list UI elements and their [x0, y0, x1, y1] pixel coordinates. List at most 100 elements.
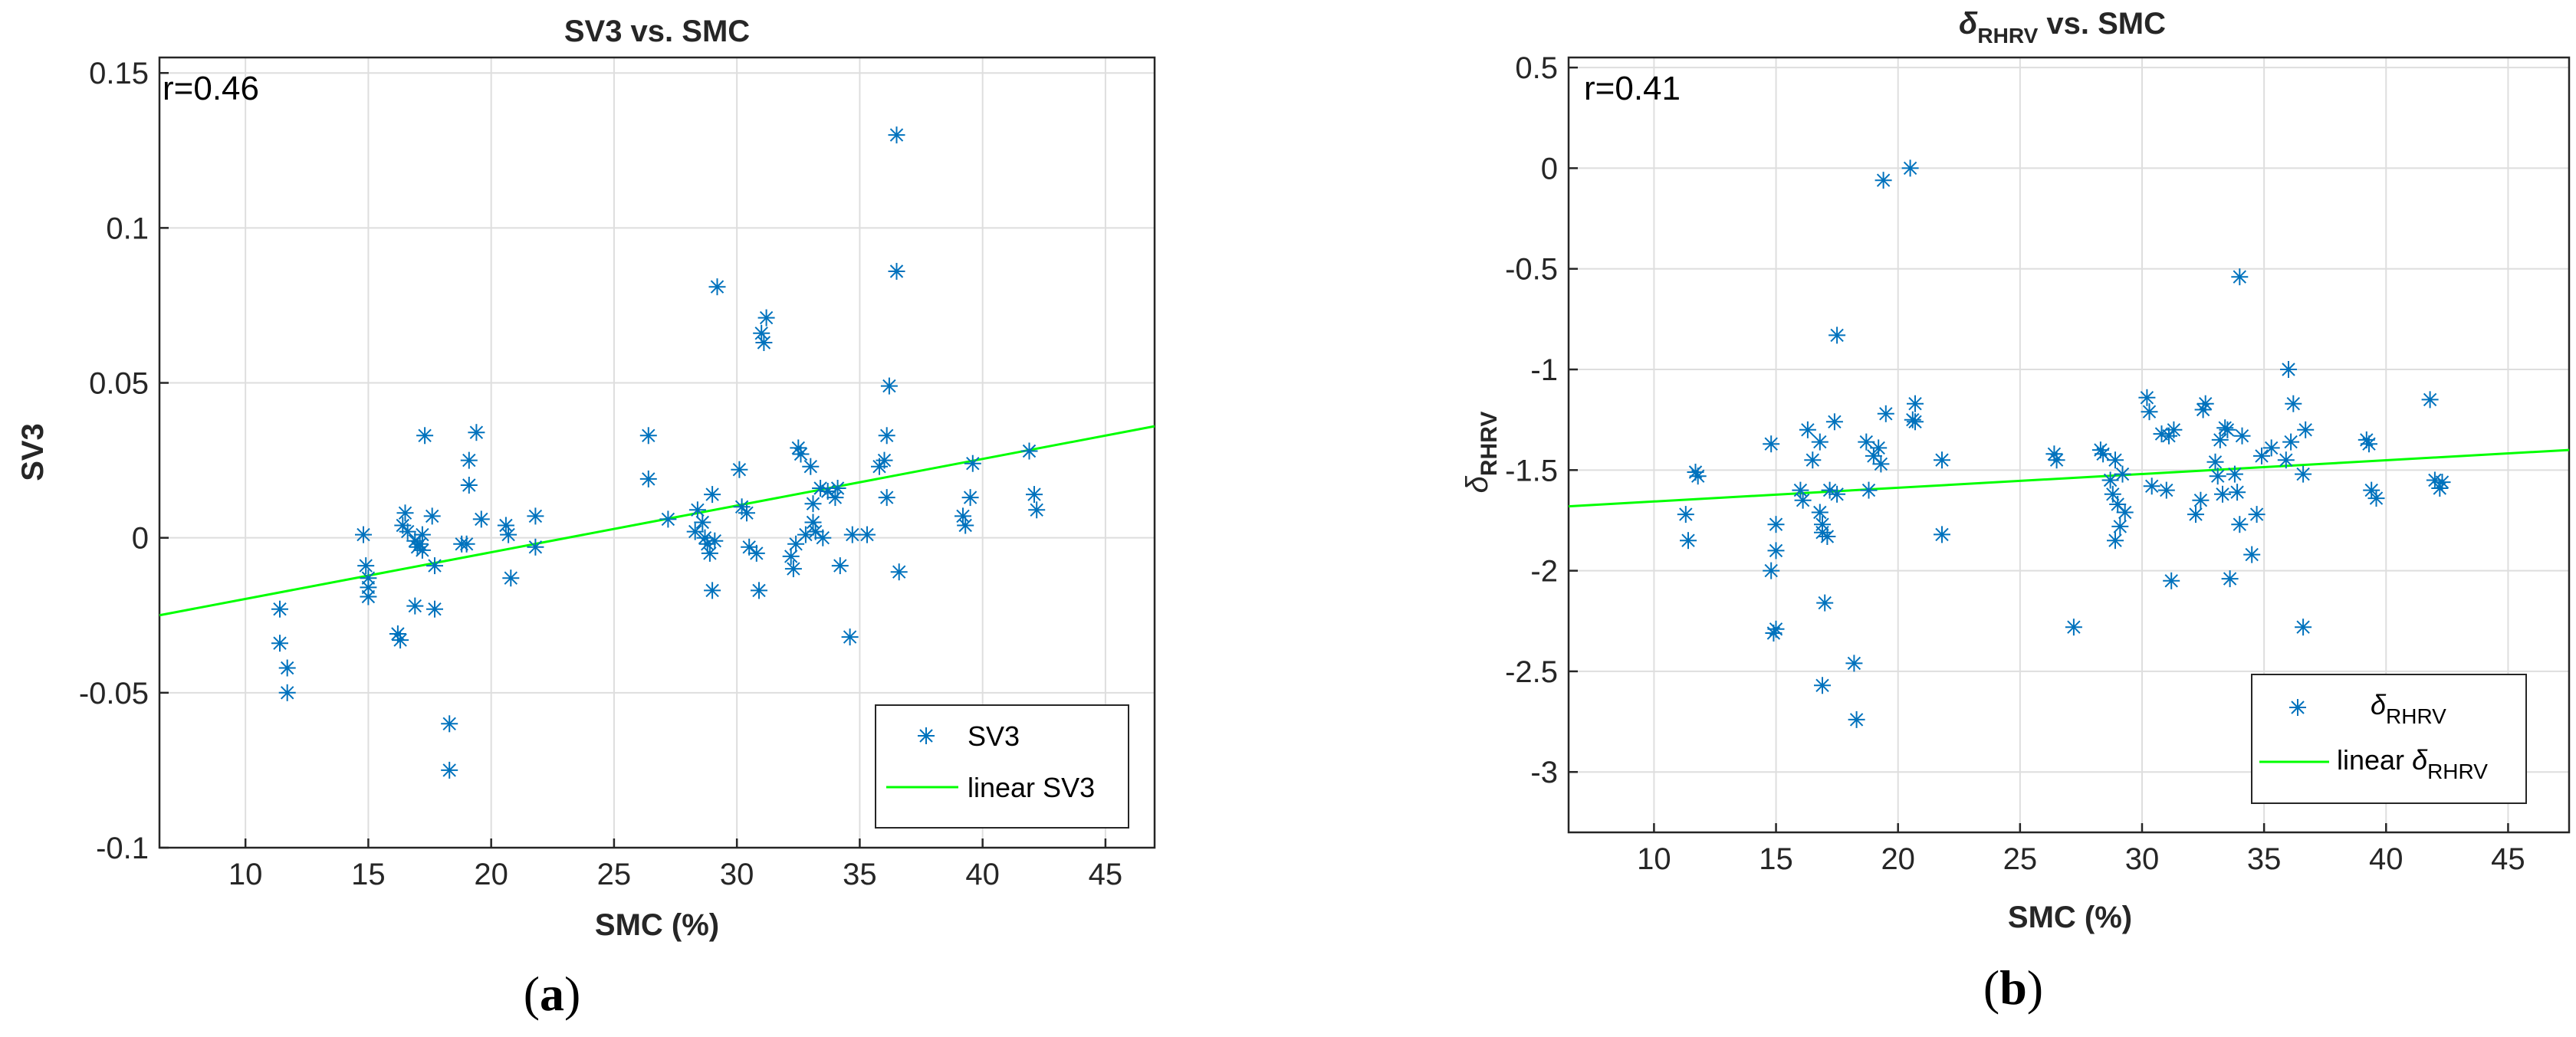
chart-a-legend: SV3 linear SV3 — [875, 704, 1129, 829]
chart-a-data-point — [704, 582, 721, 599]
chart-a-data-point — [698, 535, 716, 553]
chart-b-data-point — [1870, 439, 1888, 457]
chart-b-y-label: δRHRV — [1460, 412, 1502, 494]
chart-b-data-point — [2192, 491, 2210, 509]
chart-a-x-tick-label: 45 — [1089, 858, 1123, 891]
chart-b-data-point — [2361, 435, 2377, 453]
chart-a-data-point — [694, 514, 711, 531]
chart-b-y-tick-label: -2 — [1530, 555, 1558, 589]
chart-b-x-tick-label: 20 — [1881, 842, 1915, 876]
chart-b: 10 15 20 25 30 35 40 45 -3 -2.5 -2 -1.5 -1 -0.5 0 0.5 δ… — [1460, 7, 2571, 934]
chart-a-data-point — [458, 535, 475, 553]
chart-b-axes-box — [1567, 56, 2571, 834]
chart-a-axes-box — [158, 56, 1156, 849]
chart-b-data-point — [2282, 433, 2300, 451]
chart-a-x-tick-label: 15 — [351, 858, 386, 891]
chart-b-data-point — [1767, 620, 1785, 638]
chart-a-data-point — [468, 424, 485, 441]
chart-a-data-point — [961, 489, 979, 507]
chart-a-legend-box — [875, 704, 1129, 829]
chart-b-r-annotation: r=0.41 — [1584, 70, 1681, 107]
chart-a-x-label: SMC (%) — [595, 908, 719, 942]
chart-b-data-point — [1858, 433, 1875, 451]
chart-b-data-point — [1901, 159, 1919, 177]
chart-b-data-point — [1816, 594, 1834, 612]
chart-b-data-point — [1763, 562, 1780, 579]
chart-a-r-annotation: r=0.46 — [163, 70, 259, 107]
chart-a-data-point — [472, 510, 490, 528]
chart-a-data-point — [460, 477, 478, 494]
chart-a-y-tick-label: -0.05 — [79, 677, 149, 710]
chart-a-data-point — [413, 526, 431, 543]
chart-a-data-point — [360, 588, 377, 605]
chart-b-x-label: SMC (%) — [2008, 901, 2132, 934]
chart-a-data-point — [1026, 486, 1043, 504]
chart-b-data-point — [2295, 619, 2312, 636]
chart-a-y-tick-label: 0.1 — [106, 212, 149, 245]
chart-b-x-tick-label: 25 — [2003, 842, 2038, 876]
chart-b-data-point — [2116, 504, 2134, 521]
chart-b-data-point — [1767, 542, 1785, 560]
chart-a-data-point — [888, 126, 905, 144]
chart-b-grid — [1569, 57, 2569, 832]
chart-a-data-point — [441, 761, 458, 779]
chart-b-data-point — [1799, 421, 1816, 438]
chart-a-data-point — [876, 451, 893, 469]
chart-b-legend-label-2: linear δRHRV — [2337, 744, 2488, 783]
chart-b-data-point — [2277, 451, 2295, 469]
chart-a-y-label: SV3 — [16, 423, 50, 481]
chart-b-data-point — [1907, 395, 1924, 412]
chart-a-data-point — [271, 635, 288, 652]
chart-a-data-point — [639, 427, 657, 445]
chart-b-y-tick-label: -3 — [1530, 756, 1558, 789]
chart-b-data-point — [2214, 485, 2231, 503]
chart-b-data-point — [1804, 451, 1822, 469]
chart-a-data-point — [784, 560, 802, 578]
chart-b-legend-marker — [2289, 699, 2306, 716]
chart-a-legend-label-1: SV3 — [968, 720, 1020, 752]
chart-b-data-point — [1811, 504, 1829, 521]
chart-a-data-point — [826, 489, 844, 507]
chart-b-title: δRHRV vs. SMC — [1959, 7, 2166, 48]
chart-b-data-point — [2367, 490, 2385, 507]
chart-a-legend-marker — [918, 727, 935, 744]
chart-b-data-point — [2426, 471, 2443, 489]
chart-a-data-point — [413, 541, 431, 559]
chart-a-data-point — [804, 514, 822, 531]
chart-a-data-point — [392, 632, 409, 649]
chart-b-data-point — [1848, 710, 1865, 728]
chart-a-ticks: 10 15 20 25 30 35 40 45 -0.1 -0.05 0 0.05 0.1 0.15 — [79, 57, 1122, 891]
chart-a-data-point — [416, 427, 434, 445]
chart-a-data-point — [738, 504, 755, 522]
chart-a-data-point — [502, 569, 520, 587]
chart-b-x-tick-label: 10 — [1637, 842, 1671, 876]
chart-b-y-tick-label: -2.5 — [1505, 655, 1558, 689]
chart-a-data-point — [1020, 442, 1038, 460]
chart-b-data-point — [2141, 403, 2158, 421]
chart-b-data-point — [1934, 451, 1950, 469]
chart-a-x-tick-label: 25 — [597, 858, 632, 891]
chart-b-data-point — [2231, 268, 2249, 286]
chart-b-data-point — [2065, 619, 2082, 636]
chart-b-points — [1677, 159, 2451, 728]
chart-b-data-point — [2163, 572, 2180, 589]
chart-b-ticks: 10 15 20 25 30 35 40 45 -3 -2.5 -2 -1.5 -1 -0.5 0 0.5 — [1505, 51, 2525, 876]
chart-a-y-tick-label: 0.05 — [89, 367, 149, 401]
chart-a-data-point — [829, 480, 846, 497]
chart-b-y-tick-label: -1.5 — [1505, 454, 1558, 487]
subfigure-label-a: (a) — [524, 966, 581, 1021]
subfigure-label-b: (b) — [1983, 960, 2043, 1015]
chart-a-points — [271, 126, 1046, 779]
chart-a-data-point — [688, 501, 706, 519]
chart-b-data-point — [1845, 655, 1863, 672]
chart-a-data-point — [357, 557, 375, 575]
chart-b-data-point — [2114, 465, 2131, 483]
chart-a-data-point — [757, 309, 775, 327]
chart-b-data-point — [2138, 389, 2156, 406]
chart-b-data-point — [2297, 421, 2315, 438]
chart-b-data-point — [2157, 481, 2175, 499]
chart-a-data-point — [880, 377, 898, 395]
chart-a-data-point — [686, 523, 704, 540]
chart-a-data-point — [753, 324, 770, 342]
chart-a-data-point — [782, 547, 800, 565]
